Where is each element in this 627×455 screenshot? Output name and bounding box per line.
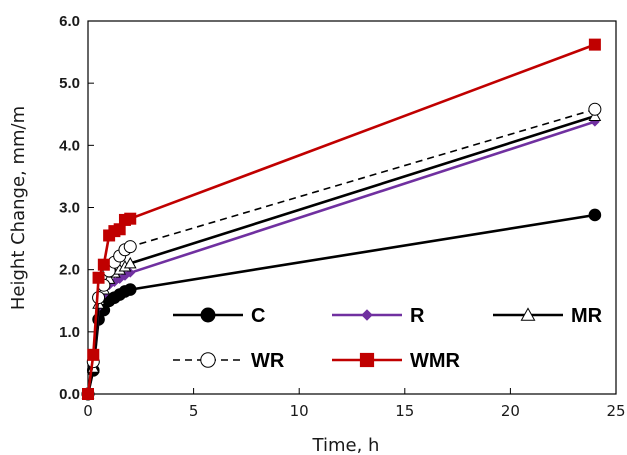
y-axis-title: Height Change, mm/m <box>8 106 29 310</box>
legend-marker <box>520 307 536 321</box>
series-line <box>86 120 596 395</box>
series-layer <box>81 38 602 401</box>
legend-item-wmr: WMR <box>332 350 461 372</box>
y-tick-label: 5.0 <box>59 75 80 92</box>
x-axis: 0 5 10 15 20 25 <box>83 388 626 420</box>
legend-item-c: C <box>173 305 265 327</box>
legend-item-mr: MR <box>493 305 603 327</box>
data-point <box>123 240 137 254</box>
data-point <box>97 258 110 271</box>
plot-area-frame <box>87 20 617 395</box>
y-tick-label: 3.0 <box>59 200 80 217</box>
x-tick-label: 15 <box>395 402 414 420</box>
legend-item-wr: WR <box>173 350 285 372</box>
x-tick-label: 0 <box>83 402 93 420</box>
x-tick-label: 10 <box>290 402 309 420</box>
data-point <box>82 388 94 400</box>
legend: C R MR WR WMR <box>173 305 603 372</box>
x-tick-label: 5 <box>189 402 199 420</box>
legend-label: R <box>410 305 425 327</box>
series-line <box>86 43 596 395</box>
series-r <box>83 116 600 399</box>
data-point <box>123 283 137 296</box>
data-point <box>87 348 100 361</box>
data-point <box>588 38 601 51</box>
x-axis-title: Time, h <box>312 435 380 455</box>
series-line <box>86 213 596 395</box>
x-tick-label: 20 <box>501 402 520 420</box>
y-axis: 0.0 1.0 2.0 3.0 4.0 5.0 6.0 <box>59 13 94 403</box>
y-tick-label: 6.0 <box>59 13 80 30</box>
data-point <box>92 271 105 284</box>
series-wmr <box>82 38 601 400</box>
legend-marker <box>200 352 216 368</box>
legend-label: C <box>251 305 265 327</box>
legend-marker <box>361 309 373 321</box>
data-point <box>124 212 137 225</box>
series-c <box>81 208 602 401</box>
legend-marker <box>200 307 216 323</box>
data-point <box>588 208 602 222</box>
y-tick-label: 4.0 <box>59 137 80 154</box>
series-wr <box>81 102 602 401</box>
legend-item-r: R <box>332 305 425 327</box>
data-point <box>123 256 137 269</box>
y-tick-label: 1.0 <box>59 324 80 341</box>
y-tick-label: 2.0 <box>59 262 80 279</box>
legend-label: WMR <box>410 350 461 372</box>
legend-label: WR <box>251 350 285 372</box>
data-point <box>588 102 602 116</box>
legend-marker <box>359 352 375 368</box>
legend-label: MR <box>571 305 603 327</box>
y-tick-label: 0.0 <box>59 386 80 403</box>
x-tick-label: 25 <box>606 402 625 420</box>
